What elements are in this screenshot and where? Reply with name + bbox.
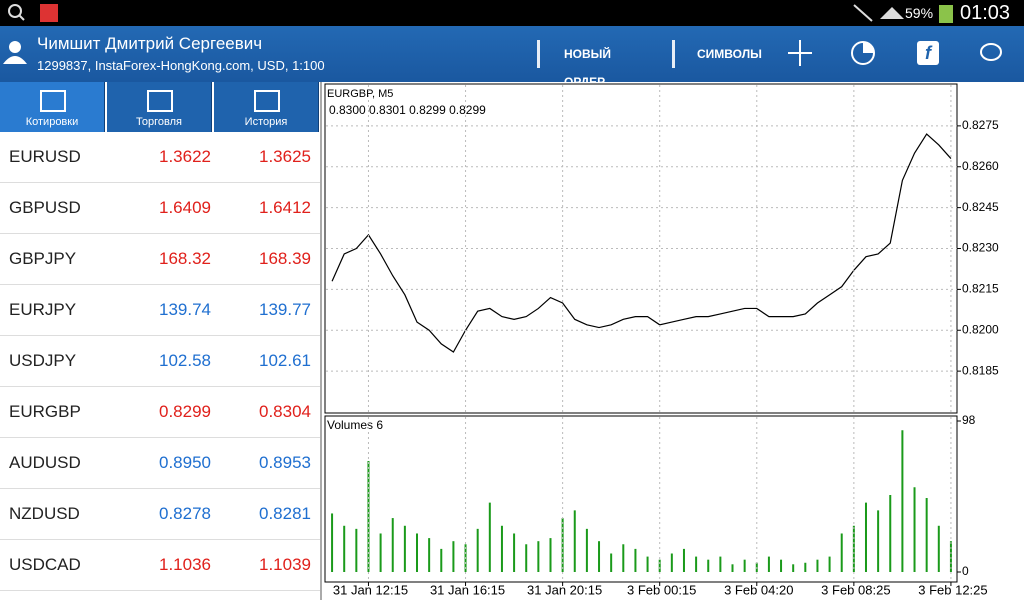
ask: 168.39 [259, 249, 311, 268]
quote-row[interactable]: EURGBP 0.8299 0.8304 [0, 387, 320, 438]
x-tick-label: 3 Feb 04:20 [724, 582, 793, 597]
header: Чимшит Дмитрий Сергеевич 1299837, InstaF… [0, 26, 1024, 89]
bid: 168.32 [159, 249, 211, 268]
symbols-button[interactable]: СИМВОЛЫ [672, 40, 762, 68]
quote-row[interactable]: GBPUSD 1.6409 1.6412 [0, 183, 320, 234]
bid: 0.8278 [159, 504, 211, 523]
y-tick-label: 0.8245 [962, 200, 999, 214]
tab-icon [147, 90, 173, 112]
quote-row[interactable]: USDCAD 1.1036 1.1039 [0, 540, 320, 591]
y-tick-label: 0.8260 [962, 159, 999, 173]
volume-frame [324, 415, 958, 583]
quote-row[interactable]: NZDUSD 0.8278 0.8281 [0, 489, 320, 540]
x-tick-label: 31 Jan 16:15 [430, 582, 505, 597]
tab-label: Торговля [136, 116, 182, 128]
ask: 102.61 [259, 351, 311, 370]
symbol: NZDUSD [9, 504, 80, 523]
clock: 01:03 [960, 2, 1011, 24]
symbol: EURUSD [9, 147, 81, 166]
tab-icon [254, 90, 280, 112]
status-icons [8, 4, 58, 22]
x-tick-label: 31 Jan 20:15 [527, 582, 602, 597]
y-tick-label: 98 [962, 413, 976, 427]
y-tick-label: 0.8230 [962, 241, 999, 255]
symbol: GBPUSD [9, 198, 81, 217]
account-name: Чимшит Дмитрий Сергеевич [37, 34, 263, 53]
bid: 139.74 [159, 300, 211, 319]
volume-title: Volumes 6 [327, 418, 383, 432]
symbol: GBPJPY [9, 249, 77, 268]
bid: 1.1036 [159, 555, 211, 574]
signal-icons [853, 4, 904, 22]
tab[interactable]: История [214, 82, 319, 132]
symbol: USDJPY [9, 351, 77, 370]
account-info: 1299837, InstaForex-HongKong.com, USD, 1… [37, 58, 325, 73]
quote-row[interactable]: EURUSD 1.3622 1.3625 [0, 132, 320, 183]
price-line [331, 133, 952, 353]
bid: 0.8950 [159, 453, 211, 472]
y-tick-label: 0 [962, 564, 969, 578]
bid: 1.6409 [159, 198, 211, 217]
y-tick-label: 0.8215 [962, 282, 999, 296]
quote-row[interactable]: USDJPY 102.58 102.61 [0, 336, 320, 387]
symbol: EURJPY [9, 300, 77, 319]
quote-row[interactable]: AUDUSD 0.8950 0.8953 [0, 438, 320, 489]
ask: 1.1039 [259, 555, 311, 574]
bid: 0.8299 [159, 402, 211, 421]
x-tick-label: 31 Jan 12:15 [333, 582, 408, 597]
divider [320, 82, 322, 600]
y-tick-label: 0.8275 [962, 118, 999, 132]
ask: 0.8281 [259, 504, 311, 523]
quote-row[interactable]: EURJPY 139.74 139.77 [0, 285, 320, 336]
x-tick-label: 3 Feb 00:15 [627, 582, 696, 597]
symbol: EURGBP [9, 402, 81, 421]
battery-level: 59% [905, 5, 934, 21]
tab-icon [40, 90, 66, 112]
x-tick-label: 3 Feb 08:25 [821, 582, 890, 597]
battery-icon [939, 5, 953, 23]
tab[interactable]: Торговля [107, 82, 212, 132]
status-bar: 59% 01:03 [0, 0, 1024, 26]
chart-title: EURGBP, M5 [327, 88, 393, 100]
toolbar-icons[interactable]: f [786, 38, 1016, 68]
symbol: AUDUSD [9, 453, 81, 472]
x-tick-label: 3 Feb 12:25 [918, 582, 987, 597]
ask: 139.77 [259, 300, 311, 319]
user-icon[interactable] [3, 40, 27, 66]
ask: 1.6412 [259, 198, 311, 217]
tab[interactable]: Котировки [0, 82, 105, 132]
tab-label: Котировки [25, 116, 79, 128]
quote-row[interactable]: GBPJPY 168.32 168.39 [0, 234, 320, 285]
bid: 102.58 [159, 351, 211, 370]
svg-text:f: f [925, 43, 933, 63]
ohlc-values: 0.8300 0.8301 0.8299 0.8299 [329, 103, 486, 117]
new-order-button[interactable]: НОВЫЙ ОРДЕР [537, 40, 647, 89]
y-tick-label: 0.8185 [962, 363, 999, 377]
tab-label: История [244, 116, 288, 128]
ask: 0.8953 [259, 453, 311, 472]
bid: 1.3622 [159, 147, 211, 166]
y-tick-label: 0.8200 [962, 322, 999, 336]
symbol: USDCAD [9, 555, 81, 574]
ask: 0.8304 [259, 402, 311, 421]
ask: 1.3625 [259, 147, 311, 166]
